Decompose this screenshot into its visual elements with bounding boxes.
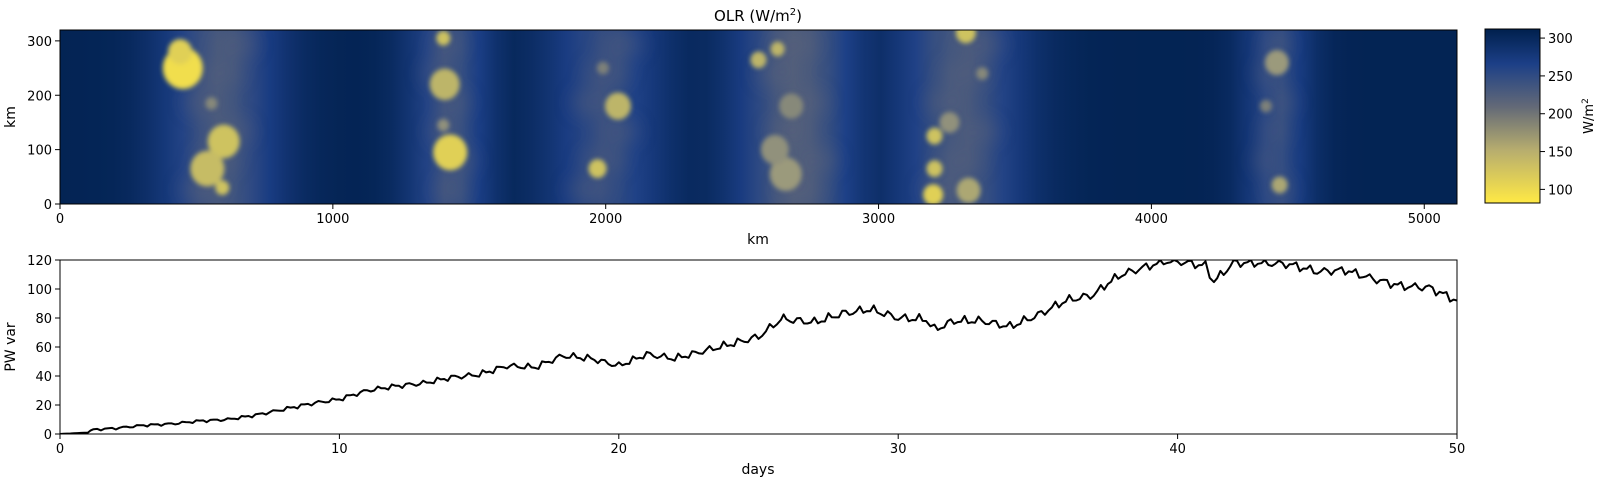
- olr-convective-cell: [926, 160, 943, 178]
- olr-heatmap-panel: OLR (W/m2) 0 1000 2000 3000 4000 5000 0 100 200…: [3, 7, 1458, 248]
- olr-haze-patch: [791, 146, 838, 175]
- olr-x-tick-label: 5000: [1408, 212, 1441, 227]
- colorbar-tick-label: 200: [1548, 108, 1573, 123]
- colorbar-label-sup: 2: [1581, 98, 1591, 104]
- olr-x-tick-label: 2000: [589, 212, 622, 227]
- pw-y-tick-label: 0: [44, 428, 52, 443]
- olr-y-axis-label: km: [3, 106, 19, 128]
- olr-convective-cell: [604, 92, 631, 120]
- olr-y-tick-label: 200: [27, 89, 52, 104]
- olr-haze-patch: [599, 30, 644, 59]
- olr-axes-frame: [59, 29, 1458, 205]
- olr-convective-cell: [190, 150, 225, 187]
- olr-convective-cell: [955, 30, 976, 44]
- olr-haze-patch: [936, 146, 984, 175]
- olr-haze-patch: [1270, 88, 1295, 117]
- olr-convective-cell: [205, 97, 218, 110]
- olr-haze-patch: [595, 117, 639, 146]
- colorbar-label-main: W/m: [1582, 104, 1597, 134]
- olr-haze-patch: [571, 88, 616, 117]
- pw-x-tick-label: 50: [1449, 442, 1466, 457]
- olr-convective-cell: [429, 68, 460, 101]
- olr-y-tick-label: 0: [44, 198, 52, 213]
- olr-convective-cell: [976, 67, 989, 80]
- colorbar-tick-label: 300: [1548, 32, 1573, 47]
- colorbar: 100 150 200 250 300 W/m2: [1484, 28, 1597, 204]
- olr-convective-cell: [956, 177, 981, 204]
- olr-haze-patch: [212, 30, 257, 59]
- pw-x-tick-label: 40: [1169, 442, 1186, 457]
- olr-convective-cell: [596, 61, 609, 75]
- pw-x-axis: 0 10 20 30 40 50: [56, 434, 1465, 457]
- olr-convective-cell: [437, 118, 450, 132]
- colorbar-tick-label: 250: [1548, 70, 1573, 85]
- olr-haze-patch: [1264, 30, 1290, 59]
- olr-title-main: OLR (W/m: [714, 7, 790, 25]
- olr-convective-cell: [770, 41, 785, 57]
- olr-title-end: ): [796, 7, 802, 25]
- olr-convective-cell: [215, 180, 230, 196]
- pw-var-panel: 0 10 20 30 40 50 0 20 40 60 80 100 120 days PW var: [3, 254, 1465, 478]
- olr-y-axis: 0 100 200 300: [27, 35, 60, 213]
- olr-haze-patch: [1254, 146, 1280, 175]
- colorbar-tick-label: 150: [1548, 146, 1573, 161]
- olr-convective-cell: [1264, 50, 1289, 76]
- olr-convective-cell: [588, 159, 607, 179]
- olr-y-tick-label: 100: [27, 144, 52, 159]
- pw-var-series-line: [60, 260, 1457, 434]
- pw-y-axis: 0 20 40 60 80 100 120: [27, 254, 60, 443]
- olr-convective-cell: [168, 39, 193, 65]
- olr-haze-patch: [585, 59, 630, 88]
- olr-convective-cell: [779, 93, 804, 119]
- olr-convective-cell: [769, 157, 802, 191]
- pw-x-tick-label: 10: [331, 442, 348, 457]
- olr-convective-cell: [433, 134, 468, 171]
- pw-y-tick-label: 40: [35, 370, 52, 385]
- colorbar-gradient: [1484, 28, 1541, 204]
- olr-haze-patch: [198, 59, 243, 88]
- pw-y-tick-label: 20: [35, 399, 52, 414]
- olr-x-tick-label: 1000: [316, 212, 349, 227]
- olr-x-tick-label: 0: [56, 212, 64, 227]
- pw-x-tick-label: 20: [611, 442, 628, 457]
- colorbar-ticks: 100 150 200 250 300: [1540, 32, 1573, 198]
- olr-haze-patch: [940, 59, 989, 88]
- colorbar-tick-label: 100: [1548, 183, 1573, 198]
- olr-convective-cell: [939, 111, 960, 133]
- colorbar-label: W/m2: [1581, 98, 1597, 134]
- olr-convective-cell: [923, 184, 944, 204]
- olr-convective-cells: [162, 30, 1289, 204]
- olr-y-tick-label: 300: [27, 35, 52, 50]
- pw-axes-background: [60, 260, 1457, 434]
- olr-haze-patch: [435, 175, 467, 204]
- olr-haze-patch: [925, 88, 974, 117]
- olr-x-tick-label: 3000: [862, 212, 895, 227]
- pw-y-tick-label: 120: [27, 254, 52, 269]
- pw-y-tick-label: 100: [27, 283, 52, 298]
- olr-haze-patch: [567, 175, 612, 204]
- olr-convective-cell: [207, 124, 240, 159]
- olr-title-sup: 2: [790, 7, 796, 18]
- olr-convective-cell: [1260, 99, 1273, 113]
- pw-x-tick-label: 0: [56, 442, 64, 457]
- pw-x-axis-label: days: [741, 462, 774, 478]
- olr-convective-cell: [1271, 176, 1288, 194]
- olr-haze-patch: [1262, 117, 1287, 146]
- pw-x-tick-label: 30: [890, 442, 907, 457]
- olr-x-axis-label: km: [747, 232, 769, 248]
- pw-y-tick-label: 80: [35, 312, 52, 327]
- olr-haze-patch: [756, 59, 803, 88]
- olr-title: OLR (W/m2): [714, 7, 802, 25]
- olr-convective-cell: [436, 30, 451, 46]
- pw-y-axis-label: PW var: [3, 322, 19, 372]
- olr-haze-patch: [951, 117, 1000, 146]
- pw-y-tick-label: 60: [35, 341, 52, 356]
- olr-x-tick-label: 4000: [1135, 212, 1168, 227]
- olr-convective-cell: [926, 127, 943, 145]
- olr-x-axis: 0 1000 2000 3000 4000 5000: [56, 204, 1441, 227]
- olr-convective-cell: [750, 51, 767, 69]
- olr-convective-cell: [760, 134, 789, 165]
